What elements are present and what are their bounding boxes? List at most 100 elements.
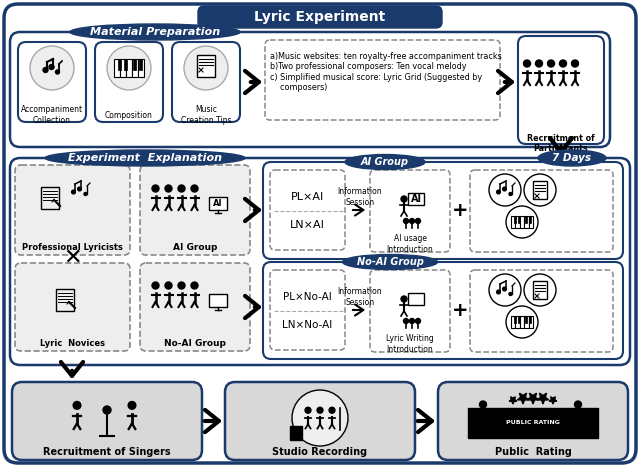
FancyBboxPatch shape bbox=[265, 40, 500, 120]
Bar bbox=[533, 181, 547, 199]
Text: Accompaniment
Collection: Accompaniment Collection bbox=[21, 105, 83, 125]
Circle shape bbox=[103, 406, 111, 414]
Bar bbox=[120, 59, 126, 77]
Bar bbox=[56, 289, 74, 311]
Bar bbox=[529, 216, 531, 223]
Text: AI Group: AI Group bbox=[361, 157, 409, 167]
Ellipse shape bbox=[345, 155, 425, 170]
Text: Lyric Experiment: Lyric Experiment bbox=[254, 10, 386, 24]
Bar bbox=[408, 193, 424, 205]
FancyBboxPatch shape bbox=[15, 263, 130, 351]
Bar bbox=[515, 216, 520, 228]
Text: AI: AI bbox=[213, 198, 223, 207]
Circle shape bbox=[292, 390, 348, 446]
Bar bbox=[114, 59, 120, 77]
Polygon shape bbox=[509, 397, 517, 404]
Bar bbox=[209, 197, 227, 210]
Circle shape bbox=[401, 296, 407, 302]
FancyBboxPatch shape bbox=[4, 4, 636, 463]
Circle shape bbox=[305, 407, 311, 413]
Circle shape bbox=[489, 174, 521, 206]
Circle shape bbox=[506, 306, 538, 338]
Text: Composition: Composition bbox=[105, 111, 153, 120]
FancyBboxPatch shape bbox=[370, 170, 450, 252]
Circle shape bbox=[415, 219, 420, 224]
Bar bbox=[529, 316, 531, 323]
Circle shape bbox=[317, 407, 323, 413]
FancyBboxPatch shape bbox=[370, 270, 450, 352]
Circle shape bbox=[506, 206, 538, 238]
Text: ✕: ✕ bbox=[63, 248, 81, 268]
FancyBboxPatch shape bbox=[10, 32, 610, 147]
FancyBboxPatch shape bbox=[95, 42, 163, 122]
FancyBboxPatch shape bbox=[470, 170, 613, 252]
Text: Lyric Writing
Introduction: Lyric Writing Introduction bbox=[386, 334, 434, 354]
Text: PL×No-AI: PL×No-AI bbox=[283, 292, 332, 302]
FancyBboxPatch shape bbox=[198, 6, 442, 28]
Circle shape bbox=[49, 64, 54, 70]
Ellipse shape bbox=[538, 150, 606, 166]
Circle shape bbox=[30, 46, 74, 90]
Polygon shape bbox=[517, 393, 529, 404]
Text: Experiment  Explanation: Experiment Explanation bbox=[68, 153, 222, 163]
Text: Lyric  Novices: Lyric Novices bbox=[40, 340, 104, 348]
Polygon shape bbox=[549, 397, 557, 404]
Bar bbox=[290, 426, 302, 440]
Text: Professional Lyricists: Professional Lyricists bbox=[22, 243, 122, 253]
Circle shape bbox=[572, 60, 579, 67]
Text: +: + bbox=[452, 200, 468, 219]
Text: Recruitment of Singers: Recruitment of Singers bbox=[43, 447, 171, 457]
Circle shape bbox=[524, 274, 556, 306]
Circle shape bbox=[191, 282, 198, 289]
Circle shape bbox=[559, 60, 566, 67]
Text: Studio Recording: Studio Recording bbox=[273, 447, 367, 457]
Bar bbox=[118, 59, 121, 70]
Bar bbox=[529, 316, 533, 328]
Bar bbox=[520, 316, 524, 328]
Circle shape bbox=[84, 192, 87, 196]
FancyBboxPatch shape bbox=[270, 170, 345, 250]
Bar bbox=[209, 293, 227, 306]
Circle shape bbox=[575, 401, 582, 408]
Bar bbox=[139, 59, 142, 70]
Circle shape bbox=[547, 60, 554, 67]
Circle shape bbox=[536, 60, 543, 67]
Bar bbox=[525, 216, 527, 223]
Bar bbox=[468, 408, 598, 438]
Bar bbox=[408, 293, 424, 305]
Circle shape bbox=[165, 185, 172, 192]
FancyBboxPatch shape bbox=[12, 382, 202, 460]
Text: No-AI Group: No-AI Group bbox=[164, 340, 226, 348]
Circle shape bbox=[403, 318, 408, 324]
Text: 7 Days: 7 Days bbox=[552, 153, 591, 163]
FancyBboxPatch shape bbox=[18, 42, 86, 122]
Ellipse shape bbox=[45, 150, 245, 166]
Polygon shape bbox=[538, 393, 548, 404]
Bar bbox=[41, 187, 59, 209]
Bar bbox=[511, 316, 515, 328]
Circle shape bbox=[152, 185, 159, 192]
Circle shape bbox=[524, 174, 556, 206]
Bar bbox=[132, 59, 136, 70]
Text: Material Preparation: Material Preparation bbox=[90, 27, 220, 37]
Circle shape bbox=[107, 46, 151, 90]
Circle shape bbox=[152, 282, 159, 289]
Ellipse shape bbox=[342, 255, 438, 269]
Text: a)Music websites: ten royalty-free accompaniment tracks
b)Two professional compo: a)Music websites: ten royalty-free accom… bbox=[270, 52, 502, 92]
Bar bbox=[126, 59, 132, 77]
Bar bbox=[514, 316, 516, 323]
FancyBboxPatch shape bbox=[140, 165, 250, 255]
Bar bbox=[138, 59, 144, 77]
Bar bbox=[514, 216, 516, 223]
Bar bbox=[518, 316, 520, 323]
Polygon shape bbox=[527, 393, 539, 404]
Bar bbox=[518, 216, 520, 223]
Circle shape bbox=[178, 185, 185, 192]
Circle shape bbox=[184, 46, 228, 90]
Circle shape bbox=[509, 192, 512, 196]
FancyBboxPatch shape bbox=[270, 270, 345, 350]
Circle shape bbox=[329, 407, 335, 413]
Bar bbox=[520, 216, 524, 228]
Circle shape bbox=[178, 282, 185, 289]
FancyBboxPatch shape bbox=[263, 162, 623, 259]
